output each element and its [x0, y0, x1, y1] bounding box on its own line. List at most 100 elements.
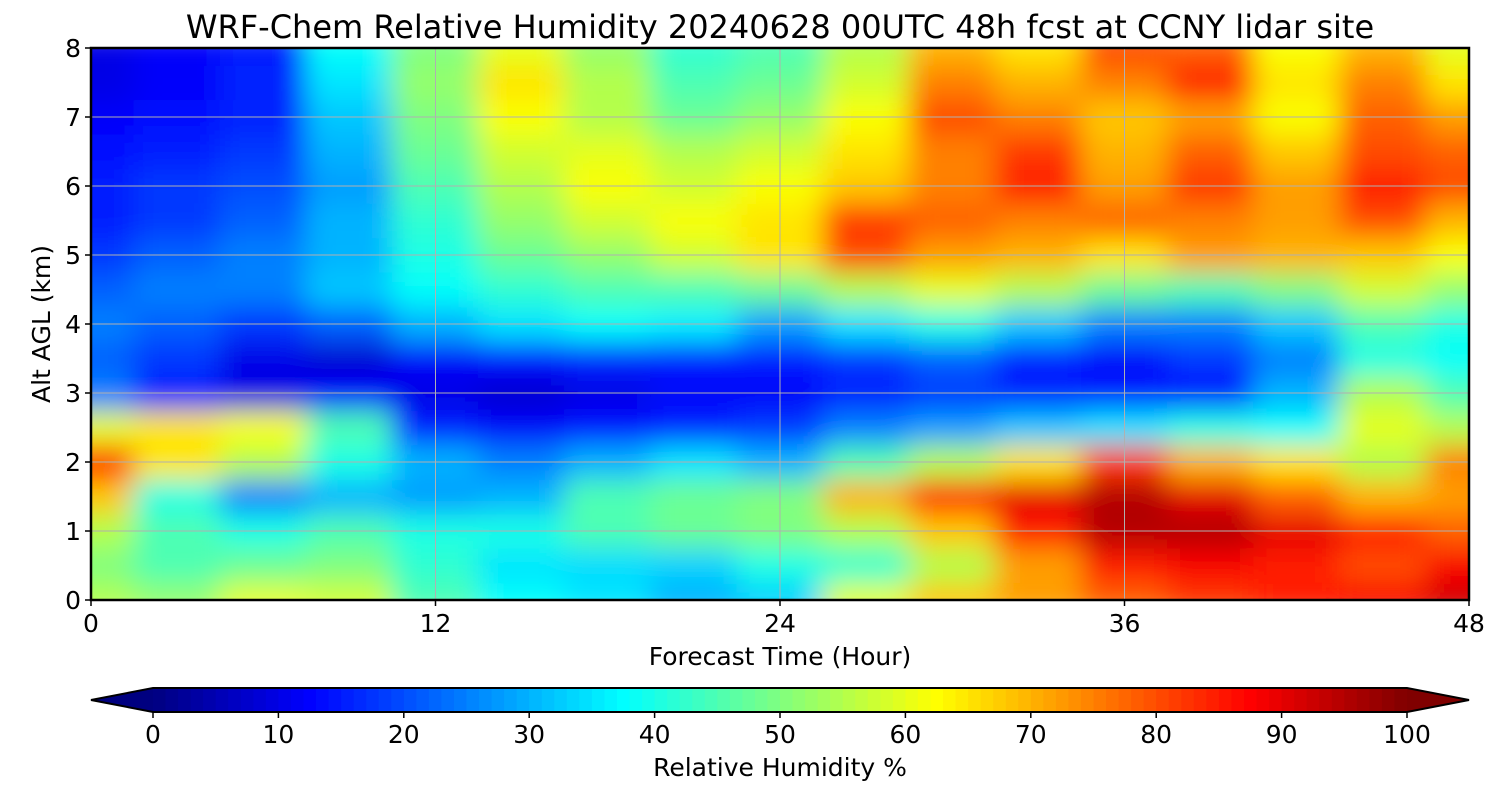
heatmap-cell: [994, 582, 1082, 600]
colorbar-band: [704, 688, 718, 712]
colorbar-band: [453, 688, 468, 712]
colorbar-band: [541, 688, 555, 712]
colorbar-band: [754, 688, 769, 712]
y-axis-ticks: 0 1 2 3 4 5 6 7 8: [65, 34, 91, 615]
y-tick-label: 3: [65, 379, 81, 408]
heatmap-cell: [650, 582, 738, 600]
y-tick-label: 0: [65, 586, 81, 615]
colorbar-band: [1269, 688, 1283, 712]
colorbar-tick-label: 0: [145, 720, 161, 749]
colorbar-band: [1181, 688, 1195, 712]
heatmap-cell: [1253, 582, 1341, 600]
heatmap-cell: [994, 202, 1082, 239]
heatmap-cell: [219, 64, 307, 101]
heatmap-cell: [650, 340, 738, 377]
colorbar-band: [880, 688, 894, 712]
heatmap-cell: [91, 271, 135, 308]
colorbar-band: [203, 688, 217, 712]
heatmap-cell: [1425, 582, 1469, 600]
heatmap-cell: [478, 64, 566, 101]
heatmap-cell: [1167, 64, 1255, 101]
heatmap-cell: [478, 48, 566, 66]
heatmap-cell: [305, 582, 393, 600]
y-tick-label: 7: [65, 103, 81, 132]
y-tick-label: 4: [65, 310, 81, 339]
heatmap-cell: [219, 133, 307, 170]
heatmap-cell: [1253, 64, 1341, 101]
colorbar-band: [566, 688, 580, 712]
colorbar-tick-label: 40: [639, 720, 671, 749]
heatmap-cell: [1253, 409, 1341, 446]
heatmap-cell: [133, 340, 221, 377]
colorbar-band: [591, 688, 606, 712]
colorbar-band: [1331, 688, 1345, 712]
colorbar-band: [767, 688, 781, 712]
heatmap-cell: [994, 48, 1082, 66]
colorbar-band: [1394, 688, 1408, 712]
heatmap-cell: [822, 64, 910, 101]
colorbar-band: [428, 688, 443, 712]
heatmap-cell: [822, 478, 910, 515]
colorbar-band: [579, 688, 593, 712]
colorbar-band: [353, 688, 367, 712]
colorbar-band: [554, 688, 568, 712]
heatmap-cell: [305, 133, 393, 170]
colorbar-band: [805, 688, 819, 712]
colorbar-band: [1231, 688, 1245, 712]
heatmap-cell: [91, 64, 135, 101]
colorbar-band: [1344, 688, 1358, 712]
heatmap-cell: [822, 547, 910, 584]
heatmap-cell: [478, 202, 566, 239]
colorbar-band: [817, 688, 831, 712]
colorbar-tick-label: 10: [262, 720, 294, 749]
colorbar-band: [1093, 688, 1107, 712]
heatmap-cell: [305, 64, 393, 101]
heatmap-cell: [1425, 409, 1469, 446]
heatmap-cell: [650, 478, 738, 515]
heatmap-cell: [219, 48, 307, 66]
colorbar-band: [717, 688, 731, 712]
x-tick-label: 24: [764, 609, 796, 638]
heatmap-cell: [1253, 547, 1341, 584]
colorbar-band: [479, 688, 493, 712]
colorbar-band: [278, 688, 292, 712]
heatmap-cell: [1253, 202, 1341, 239]
heatmap-cell: [908, 64, 996, 101]
heatmap-cell: [91, 582, 135, 600]
colorbar-band: [290, 688, 305, 712]
heatmap-cell: [1339, 48, 1427, 66]
heatmap-cell: [305, 547, 393, 584]
y-axis-label: Alt AGL (km): [27, 245, 56, 403]
heatmap-cell: [133, 48, 221, 66]
colorbar-band: [905, 688, 919, 712]
colorbar-extend-high: [1407, 688, 1469, 712]
heatmap-cell: [219, 547, 307, 584]
heatmap-cell: [564, 547, 652, 584]
heatmap-cell: [564, 478, 652, 515]
colorbar-band: [629, 688, 643, 712]
heatmap-cell: [564, 133, 652, 170]
heatmap-cell: [478, 547, 566, 584]
colorbar-band: [654, 688, 668, 712]
heatmap-cell: [133, 271, 221, 308]
heatmap-cell: [133, 64, 221, 101]
colorbar-band: [955, 688, 969, 712]
colorbar-band: [1193, 688, 1207, 712]
chart-title: WRF-Chem Relative Humidity 20240628 00UT…: [186, 8, 1374, 46]
colorbar-band: [1319, 688, 1333, 712]
colorbar-ticks: 0 10 20 30 40 50 60 70 80 90 100: [145, 712, 1431, 749]
heatmap-cell: [91, 48, 135, 66]
colorbar-band: [253, 688, 267, 712]
heatmap-cell: [908, 582, 996, 600]
heatmap-cell: [994, 409, 1082, 446]
heatmap-cell: [994, 340, 1082, 377]
heatmap-cell: [822, 340, 910, 377]
heatmap-cell: [91, 202, 135, 239]
heatmap-cell: [1167, 478, 1255, 515]
colorbar-band: [215, 688, 229, 712]
heatmap-cell: [1425, 478, 1469, 515]
colorbar-band: [993, 688, 1007, 712]
heatmap-cell: [650, 271, 738, 308]
heatmap-cell: [822, 48, 910, 66]
heatmap-cell: [1425, 340, 1469, 377]
